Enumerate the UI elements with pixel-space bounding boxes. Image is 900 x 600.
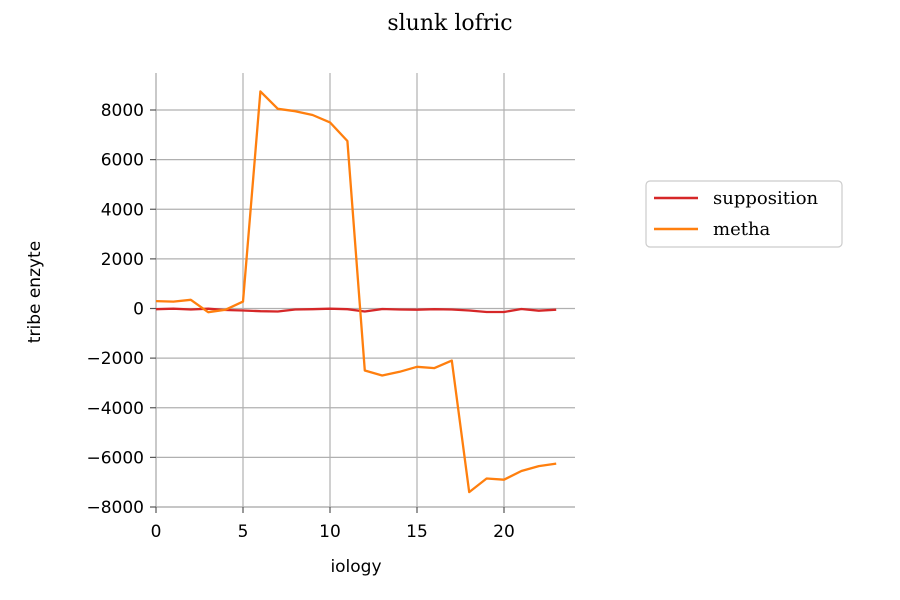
legend-label-supposition: supposition [713,188,819,209]
legend-label-metha: metha [713,219,771,240]
x-tick-label: 5 [238,522,249,542]
y-tick-label: −2000 [86,349,144,369]
x-tick-label: 20 [493,522,515,542]
y-tick-label: −6000 [86,448,144,468]
chart-title: slunk lofric [387,11,512,36]
y-tick-label: 0 [133,300,144,320]
y-axis-label: tribe enzyte [25,241,45,343]
x-axis: 0 5 10 15 20 [151,507,515,542]
series-lines [155,90,557,494]
legend: supposition metha [645,180,843,248]
x-tick-label: 15 [406,522,428,542]
x-axis-label: iology [330,557,381,577]
y-tick-label: 6000 [101,151,144,171]
grid [155,73,575,508]
y-tick-label: 8000 [101,101,144,121]
y-tick-label: 4000 [101,200,144,220]
x-tick-label: 0 [151,522,162,542]
series-line-metha [155,90,557,494]
y-tick-label: 2000 [101,250,144,270]
y-tick-label: −4000 [86,399,144,419]
y-axis: −8000 −6000 −4000 −2000 0 2000 4000 6000 8000 [86,101,156,518]
x-tick-label: 10 [319,522,341,542]
axes-frame [155,73,575,508]
y-tick-label: −8000 [86,498,144,518]
